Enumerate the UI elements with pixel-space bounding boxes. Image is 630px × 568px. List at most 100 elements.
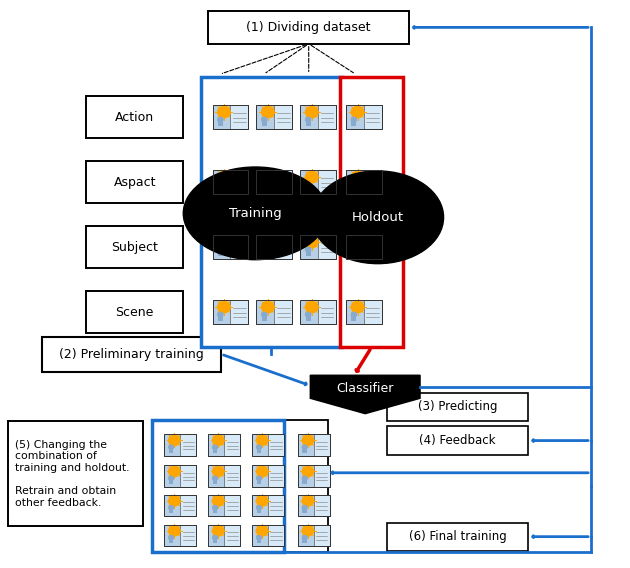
FancyBboxPatch shape [256, 106, 274, 129]
Circle shape [169, 476, 173, 481]
Circle shape [302, 435, 314, 445]
FancyBboxPatch shape [180, 495, 196, 516]
FancyBboxPatch shape [346, 300, 364, 324]
FancyBboxPatch shape [318, 106, 336, 129]
FancyBboxPatch shape [314, 525, 330, 546]
Circle shape [352, 247, 357, 252]
FancyBboxPatch shape [208, 465, 224, 487]
FancyBboxPatch shape [301, 300, 318, 324]
FancyBboxPatch shape [164, 465, 180, 487]
FancyBboxPatch shape [252, 495, 268, 516]
Circle shape [306, 117, 311, 122]
Circle shape [169, 506, 173, 510]
FancyBboxPatch shape [201, 77, 342, 347]
FancyBboxPatch shape [218, 185, 223, 191]
Circle shape [256, 445, 261, 449]
Circle shape [302, 476, 307, 481]
Circle shape [256, 466, 268, 477]
Circle shape [351, 236, 364, 248]
FancyBboxPatch shape [387, 523, 529, 551]
Circle shape [169, 536, 173, 540]
FancyBboxPatch shape [346, 106, 364, 129]
FancyBboxPatch shape [212, 300, 231, 324]
Circle shape [352, 312, 357, 317]
FancyBboxPatch shape [86, 291, 183, 333]
FancyBboxPatch shape [252, 495, 284, 516]
FancyBboxPatch shape [256, 235, 274, 259]
FancyBboxPatch shape [297, 435, 330, 456]
FancyBboxPatch shape [301, 106, 318, 129]
FancyBboxPatch shape [346, 170, 364, 194]
FancyBboxPatch shape [256, 479, 261, 484]
FancyBboxPatch shape [252, 525, 268, 546]
Circle shape [351, 172, 364, 183]
FancyBboxPatch shape [212, 106, 231, 129]
Text: Aspact: Aspact [113, 176, 156, 189]
FancyBboxPatch shape [297, 465, 330, 487]
FancyBboxPatch shape [208, 525, 240, 546]
Circle shape [218, 247, 223, 252]
FancyBboxPatch shape [364, 106, 382, 129]
FancyBboxPatch shape [387, 392, 529, 421]
Text: Subject: Subject [112, 241, 158, 254]
FancyBboxPatch shape [306, 120, 311, 126]
Circle shape [213, 506, 217, 510]
FancyBboxPatch shape [352, 315, 357, 320]
Text: (1) Dividing dataset: (1) Dividing dataset [246, 21, 371, 34]
Circle shape [302, 525, 314, 536]
Circle shape [352, 117, 357, 122]
Circle shape [306, 312, 311, 317]
FancyBboxPatch shape [387, 427, 529, 455]
FancyBboxPatch shape [169, 479, 173, 484]
Text: Classifier: Classifier [336, 382, 394, 395]
FancyBboxPatch shape [231, 300, 248, 324]
FancyBboxPatch shape [306, 250, 311, 256]
FancyBboxPatch shape [180, 525, 196, 546]
FancyBboxPatch shape [212, 170, 248, 194]
Circle shape [261, 182, 267, 187]
FancyBboxPatch shape [262, 315, 266, 320]
Circle shape [213, 536, 217, 540]
FancyBboxPatch shape [212, 235, 231, 259]
Circle shape [217, 236, 230, 248]
Text: Action: Action [115, 111, 154, 124]
FancyBboxPatch shape [301, 235, 336, 259]
Circle shape [306, 106, 318, 118]
FancyBboxPatch shape [352, 185, 357, 191]
FancyBboxPatch shape [218, 250, 223, 256]
FancyBboxPatch shape [364, 170, 382, 194]
FancyBboxPatch shape [164, 495, 180, 516]
Circle shape [261, 117, 267, 122]
Circle shape [302, 506, 307, 510]
FancyBboxPatch shape [306, 315, 311, 320]
FancyBboxPatch shape [297, 435, 314, 456]
FancyBboxPatch shape [301, 170, 336, 194]
FancyBboxPatch shape [302, 448, 307, 453]
FancyBboxPatch shape [314, 465, 330, 487]
FancyBboxPatch shape [318, 300, 336, 324]
Circle shape [217, 172, 230, 183]
Circle shape [218, 117, 223, 122]
FancyBboxPatch shape [301, 300, 336, 324]
FancyBboxPatch shape [208, 435, 240, 456]
Text: (2) Preliminary training: (2) Preliminary training [59, 348, 204, 361]
FancyBboxPatch shape [86, 226, 183, 269]
FancyBboxPatch shape [213, 508, 217, 513]
Ellipse shape [183, 167, 328, 260]
FancyBboxPatch shape [274, 300, 292, 324]
Circle shape [302, 466, 314, 477]
Text: (3) Predicting: (3) Predicting [418, 400, 498, 413]
Circle shape [256, 525, 268, 536]
Circle shape [306, 247, 311, 252]
Text: Holdout: Holdout [352, 211, 404, 224]
FancyBboxPatch shape [231, 235, 248, 259]
Circle shape [169, 496, 180, 506]
FancyBboxPatch shape [318, 235, 336, 259]
Circle shape [256, 536, 261, 540]
Circle shape [212, 525, 224, 536]
FancyBboxPatch shape [164, 465, 196, 487]
FancyBboxPatch shape [364, 300, 382, 324]
FancyBboxPatch shape [346, 300, 382, 324]
Polygon shape [311, 375, 420, 414]
Circle shape [212, 496, 224, 506]
